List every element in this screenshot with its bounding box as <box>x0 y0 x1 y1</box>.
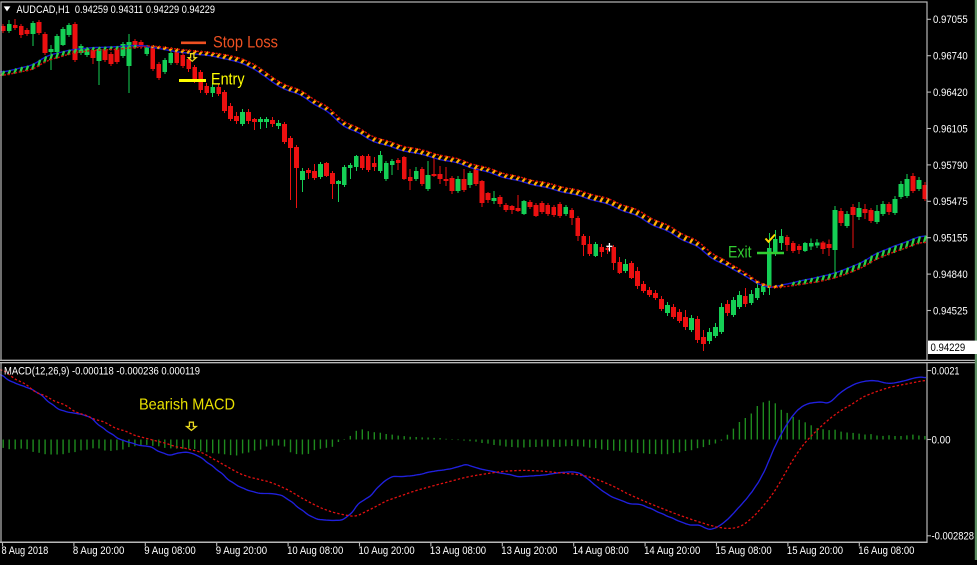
svg-text:13 Aug 20:00: 13 Aug 20:00 <box>501 545 557 557</box>
svg-text:8 Aug 2018: 8 Aug 2018 <box>2 545 49 557</box>
svg-text:AUDCAD,H1 0.94259 0.94311 0.9: AUDCAD,H1 0.94259 0.94311 0.94229 0.9422… <box>17 4 216 16</box>
svg-text:0.94840: 0.94840 <box>933 269 968 281</box>
svg-text:0.96740: 0.96740 <box>933 51 968 63</box>
svg-text:14 Aug 20:00: 14 Aug 20:00 <box>644 545 700 557</box>
svg-text:0.96420: 0.96420 <box>933 87 968 99</box>
svg-text:0.95790: 0.95790 <box>933 160 968 172</box>
svg-text:0.00: 0.00 <box>932 434 951 446</box>
svg-text:0.97055: 0.97055 <box>933 14 968 26</box>
svg-text:0.95155: 0.95155 <box>933 233 968 245</box>
svg-text:MACD(12,26,9) -0.000118 -0.000: MACD(12,26,9) -0.000118 -0.000236 0.0001… <box>4 365 200 377</box>
svg-text:10 Aug 20:00: 10 Aug 20:00 <box>359 545 415 557</box>
svg-text:13 Aug 08:00: 13 Aug 08:00 <box>430 545 486 557</box>
svg-text:-0.002828: -0.002828 <box>932 531 975 543</box>
svg-text:8 Aug 20:00: 8 Aug 20:00 <box>73 545 124 557</box>
svg-text:0.95475: 0.95475 <box>933 196 968 208</box>
svg-text:14 Aug 08:00: 14 Aug 08:00 <box>573 545 629 557</box>
svg-text:9 Aug 20:00: 9 Aug 20:00 <box>216 545 267 557</box>
svg-text:0.94229: 0.94229 <box>931 342 966 354</box>
svg-text:10 Aug 08:00: 10 Aug 08:00 <box>287 545 343 557</box>
svg-text:Bearish MACD: Bearish MACD <box>139 396 235 413</box>
svg-text:15 Aug 08:00: 15 Aug 08:00 <box>716 545 772 557</box>
svg-text:0.94525: 0.94525 <box>933 305 968 317</box>
svg-text:16 Aug 08:00: 16 Aug 08:00 <box>858 545 914 557</box>
svg-text:0.0021: 0.0021 <box>932 365 960 377</box>
svg-text:Entry: Entry <box>211 71 245 89</box>
svg-text:15 Aug 20:00: 15 Aug 20:00 <box>787 545 843 557</box>
svg-text:9 Aug 08:00: 9 Aug 08:00 <box>144 545 195 557</box>
svg-text:0.96105: 0.96105 <box>933 123 968 135</box>
svg-text:Exit: Exit <box>728 243 752 261</box>
svg-text:Stop Loss: Stop Loss <box>213 34 278 52</box>
